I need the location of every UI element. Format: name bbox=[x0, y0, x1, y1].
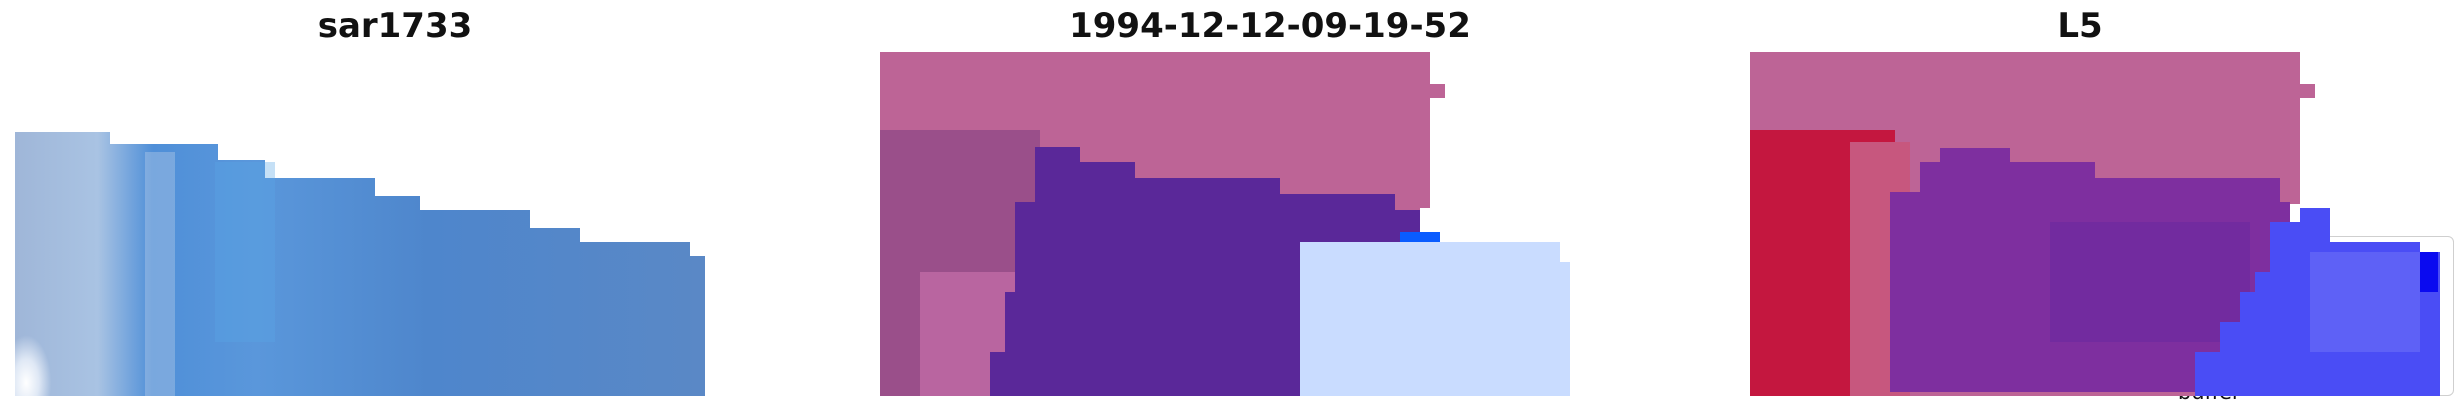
panel-title: sar1733 bbox=[317, 6, 473, 46]
panel-title: 1994-12-12-09-19-52 bbox=[1069, 6, 1471, 46]
satellite-image-rgb bbox=[15, 52, 705, 396]
panel-title: L5 bbox=[2057, 6, 2103, 46]
classification-overlay-image bbox=[880, 52, 1580, 396]
panel-classified: 1994-12-12-09-19-52 sand whitewater wate bbox=[870, 0, 2454, 410]
panel-sar1733: sar1733 bbox=[0, 0, 790, 410]
label-image bbox=[1750, 52, 2440, 396]
panel-l5: L5 bbox=[1700, 0, 2460, 410]
